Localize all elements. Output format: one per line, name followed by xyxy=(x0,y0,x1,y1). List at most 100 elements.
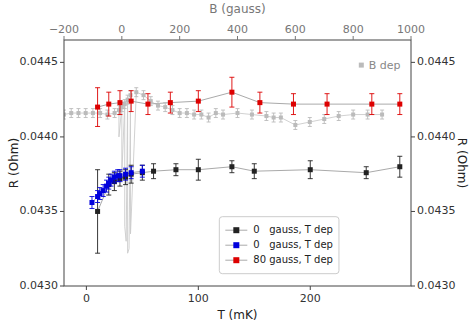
y2-tick-label: 0.0445 xyxy=(417,55,456,68)
error-bar-cap xyxy=(84,117,88,118)
point xyxy=(76,111,80,115)
error-bar xyxy=(250,110,254,119)
point xyxy=(95,209,100,214)
point xyxy=(168,100,173,105)
error-bar xyxy=(207,113,211,122)
error-bar-cap xyxy=(117,169,122,170)
error-bar-cap xyxy=(76,108,80,109)
error-bar-cap xyxy=(123,168,128,169)
error-bar-cap xyxy=(250,119,254,120)
point xyxy=(322,117,326,121)
error-bar-cap xyxy=(106,195,111,196)
point xyxy=(106,102,111,107)
error-bar xyxy=(142,91,146,100)
error-bar xyxy=(272,113,276,122)
error-bar-cap xyxy=(364,166,369,167)
point xyxy=(279,116,283,120)
point xyxy=(199,113,203,117)
error-bar-cap xyxy=(129,178,134,179)
y-axis-label: R (Ohm) xyxy=(7,138,21,188)
error-bar-cap xyxy=(104,180,109,181)
error-bar xyxy=(95,170,100,253)
series-label: B dep xyxy=(369,59,401,72)
point xyxy=(369,102,374,107)
point xyxy=(291,102,296,107)
error-bar-cap xyxy=(163,111,167,112)
error-bar-cap xyxy=(214,108,218,109)
error-bar-cap xyxy=(129,90,134,91)
point xyxy=(337,114,341,118)
error-bar-cap xyxy=(192,110,196,111)
point xyxy=(196,167,201,172)
error-bar-cap xyxy=(149,96,153,97)
point xyxy=(129,93,133,97)
error-bar-cap xyxy=(91,117,95,118)
error-bar xyxy=(236,109,240,118)
error-bar-cap xyxy=(250,110,254,111)
error-bar-cap xyxy=(112,171,117,172)
point xyxy=(113,111,117,115)
error-bar-cap xyxy=(293,120,297,121)
error-bar xyxy=(308,118,312,127)
x2-tick xyxy=(411,36,412,40)
point xyxy=(207,116,211,120)
error-bar xyxy=(291,94,296,115)
legend: 0 gauss, T dep0 gauss, T dep80 gauss, T … xyxy=(219,217,339,274)
error-bar xyxy=(369,94,374,115)
point xyxy=(397,164,402,169)
point xyxy=(129,99,134,104)
error-bar-cap xyxy=(112,183,117,184)
error-bar xyxy=(95,88,100,127)
error-bar-cap xyxy=(214,117,218,118)
error-bar xyxy=(325,94,330,115)
y2-tick xyxy=(411,211,415,212)
x-tick xyxy=(198,286,199,290)
error-bar-cap xyxy=(120,111,124,112)
error-bar xyxy=(140,165,145,180)
error-bar-cap xyxy=(397,114,402,115)
error-bar xyxy=(322,115,326,124)
error-bar-cap xyxy=(397,93,402,94)
error-bar-cap xyxy=(293,129,297,130)
error-bar-cap xyxy=(364,178,369,179)
error-bar-cap xyxy=(178,108,182,109)
chart: 0100200T (mK)−20002004006008001000B (gau… xyxy=(0,0,475,327)
point xyxy=(257,100,262,105)
y2-axis-label: R (Ohm) xyxy=(455,138,469,188)
error-bar-cap xyxy=(140,165,145,166)
error-bar-cap xyxy=(229,160,234,161)
x-axis-label: T (mK) xyxy=(216,308,257,322)
error-bar-cap xyxy=(123,180,128,181)
error-bar-cap xyxy=(151,163,156,164)
error-bar-cap xyxy=(112,190,117,191)
y-tick-label: 0.0445 xyxy=(20,55,59,68)
error-bar xyxy=(364,167,369,179)
error-bar-cap xyxy=(163,102,167,103)
error-bar xyxy=(196,159,201,180)
error-bar-cap xyxy=(123,108,127,109)
error-bar xyxy=(89,197,94,209)
error-bar xyxy=(76,109,80,118)
error-bar-cap xyxy=(192,119,196,120)
legend-label: 0 gauss, T dep xyxy=(253,224,333,235)
error-bar-cap xyxy=(117,114,122,115)
error-bar-cap xyxy=(366,119,370,120)
error-bar xyxy=(106,92,111,116)
error-bar-cap xyxy=(95,202,100,203)
y-tick-label: 0.0440 xyxy=(20,130,59,143)
error-bar-cap xyxy=(129,111,134,112)
x2-tick xyxy=(64,36,65,40)
error-bar-cap xyxy=(106,189,111,190)
y2-tick-label: 0.0440 xyxy=(417,130,456,143)
error-bar xyxy=(351,110,355,119)
error-bar-cap xyxy=(129,166,134,167)
error-bar-cap xyxy=(142,99,146,100)
point xyxy=(89,200,94,205)
error-bar-cap xyxy=(91,108,95,109)
legend-swatch xyxy=(233,257,239,263)
error-bar-cap xyxy=(257,92,262,93)
error-bar-cap xyxy=(109,174,114,175)
point xyxy=(221,113,225,117)
error-bar xyxy=(257,92,262,113)
y-tick xyxy=(60,286,64,287)
